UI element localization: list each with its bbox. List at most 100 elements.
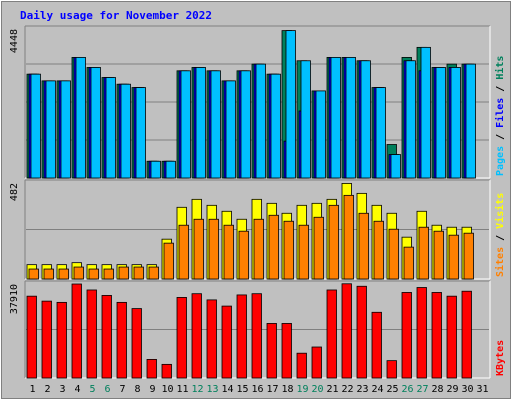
bar-pages-day-28 <box>435 67 446 179</box>
y-max-label: 4448 <box>9 29 20 53</box>
bar-sites-day-19 <box>298 224 309 280</box>
x-tick-label-day-21: 21 <box>326 384 338 395</box>
bar-sites-day-26 <box>403 246 414 280</box>
bars <box>26 182 474 280</box>
bar-kbytes-day-21 <box>326 289 337 379</box>
bar-pages-day-13 <box>210 70 221 179</box>
bar-kbytes-day-1 <box>26 295 37 379</box>
bar-pages-day-23 <box>360 60 371 179</box>
x-tick-label-day-13: 13 <box>206 384 218 395</box>
x-tick-label-day-2: 2 <box>44 384 50 395</box>
x-tick-label-day-4: 4 <box>74 384 80 395</box>
bar-pages-day-30 <box>465 63 476 179</box>
bar-kbytes-day-23 <box>356 285 367 379</box>
bar-sites-day-14 <box>223 224 234 280</box>
bar-kbytes-day-25 <box>386 360 397 379</box>
bar-pages-day-26 <box>405 60 416 179</box>
bar-kbytes-day-3 <box>56 301 67 379</box>
bar-sites-day-2 <box>43 268 54 280</box>
panel-kbytes: 37910 KBytes <box>9 280 506 379</box>
x-tick-label-day-31: 31 <box>476 384 488 395</box>
bar-pages-day-21 <box>330 57 341 179</box>
legend: KBytes <box>495 340 506 376</box>
bar-sites-day-11 <box>178 224 189 280</box>
bar-kbytes-day-29 <box>446 295 457 379</box>
bar-pages-day-19 <box>300 60 311 179</box>
legend-separator: / <box>495 229 506 247</box>
x-tick-label-day-25: 25 <box>386 384 398 395</box>
x-tick-label-day-19: 19 <box>296 384 308 395</box>
x-tick-label-day-14: 14 <box>221 384 233 395</box>
legend: Pages / Files / Hits <box>494 56 506 176</box>
bar-pages-day-4 <box>75 57 86 179</box>
bar-kbytes-day-26 <box>401 292 412 379</box>
bar-sites-day-16 <box>253 218 264 280</box>
bar-sites-day-20 <box>313 216 324 280</box>
bar-sites-day-3 <box>58 268 69 280</box>
bar-sites-day-9 <box>148 266 159 280</box>
legend-entry: Files <box>494 98 506 128</box>
x-tick-label-day-22: 22 <box>341 384 353 395</box>
bar-kbytes-day-14 <box>221 305 232 379</box>
x-tick-label-day-9: 9 <box>149 384 155 395</box>
x-tick-label-day-17: 17 <box>266 384 278 395</box>
legend: Sites / Visits <box>494 193 506 277</box>
bar-sites-day-8 <box>133 266 144 280</box>
x-tick-label-day-27: 27 <box>416 384 428 395</box>
legend-entry: Hits <box>494 56 506 80</box>
x-tick-label-day-20: 20 <box>311 384 323 395</box>
x-tick-label-day-10: 10 <box>161 384 173 395</box>
bar-sites-day-7 <box>118 266 129 280</box>
bar-sites-day-13 <box>208 218 219 280</box>
bar-sites-day-24 <box>373 220 384 280</box>
x-tick-label-day-7: 7 <box>119 384 125 395</box>
bar-sites-day-23 <box>358 212 369 280</box>
bar-pages-day-16 <box>255 63 266 179</box>
bar-pages-day-2 <box>45 80 56 179</box>
bar-pages-day-8 <box>135 87 146 179</box>
x-tick-label-day-30: 30 <box>461 384 473 395</box>
x-tick-label-day-26: 26 <box>401 384 413 395</box>
bar-kbytes-day-27 <box>416 287 427 379</box>
bar-kbytes-day-24 <box>371 311 382 379</box>
bar-kbytes-day-5 <box>86 289 97 379</box>
legend-entry: Visits <box>494 193 506 229</box>
bar-sites-day-22 <box>343 194 354 280</box>
bar-pages-day-17 <box>270 73 281 179</box>
bar-pages-day-11 <box>180 70 191 179</box>
x-tick-label-day-12: 12 <box>191 384 203 395</box>
bar-sites-day-25 <box>388 228 399 280</box>
bar-sites-day-18 <box>283 220 294 280</box>
bar-pages-day-1 <box>30 73 41 179</box>
bar-pages-day-6 <box>105 77 116 179</box>
x-tick-label-day-16: 16 <box>251 384 263 395</box>
bar-kbytes-day-28 <box>431 292 442 379</box>
x-tick-label-day-3: 3 <box>59 384 65 395</box>
bar-pages-day-24 <box>375 87 386 179</box>
x-tick-label-day-24: 24 <box>371 384 383 395</box>
bar-kbytes-day-19 <box>296 352 307 379</box>
panel-hits-files-pages: 4448 Pages / Files / Hits <box>9 25 506 179</box>
bar-kbytes-day-30 <box>461 290 472 379</box>
bar-sites-day-4 <box>73 266 84 280</box>
bar-kbytes-day-15 <box>236 294 247 379</box>
x-tick-label-day-8: 8 <box>134 384 140 395</box>
bar-sites-day-28 <box>433 230 444 280</box>
bar-pages-day-12 <box>195 67 206 179</box>
bar-kbytes-day-8 <box>131 308 142 379</box>
bar-pages-day-29 <box>450 67 461 179</box>
bar-pages-day-25 <box>390 154 401 179</box>
chart-title: Daily usage for November 2022 <box>20 9 212 22</box>
bar-kbytes-day-6 <box>101 295 112 379</box>
bar-pages-day-3 <box>60 80 71 179</box>
bar-sites-day-1 <box>28 268 39 280</box>
bar-pages-day-14 <box>225 80 236 179</box>
x-tick-label-day-15: 15 <box>236 384 248 395</box>
legend-separator: / <box>495 128 506 146</box>
bar-pages-day-27 <box>420 46 431 179</box>
x-tick-label-day-23: 23 <box>356 384 368 395</box>
bars <box>26 30 476 179</box>
bar-sites-day-27 <box>418 226 429 280</box>
bar-sites-day-29 <box>448 234 459 280</box>
bar-sites-day-30 <box>463 232 474 280</box>
